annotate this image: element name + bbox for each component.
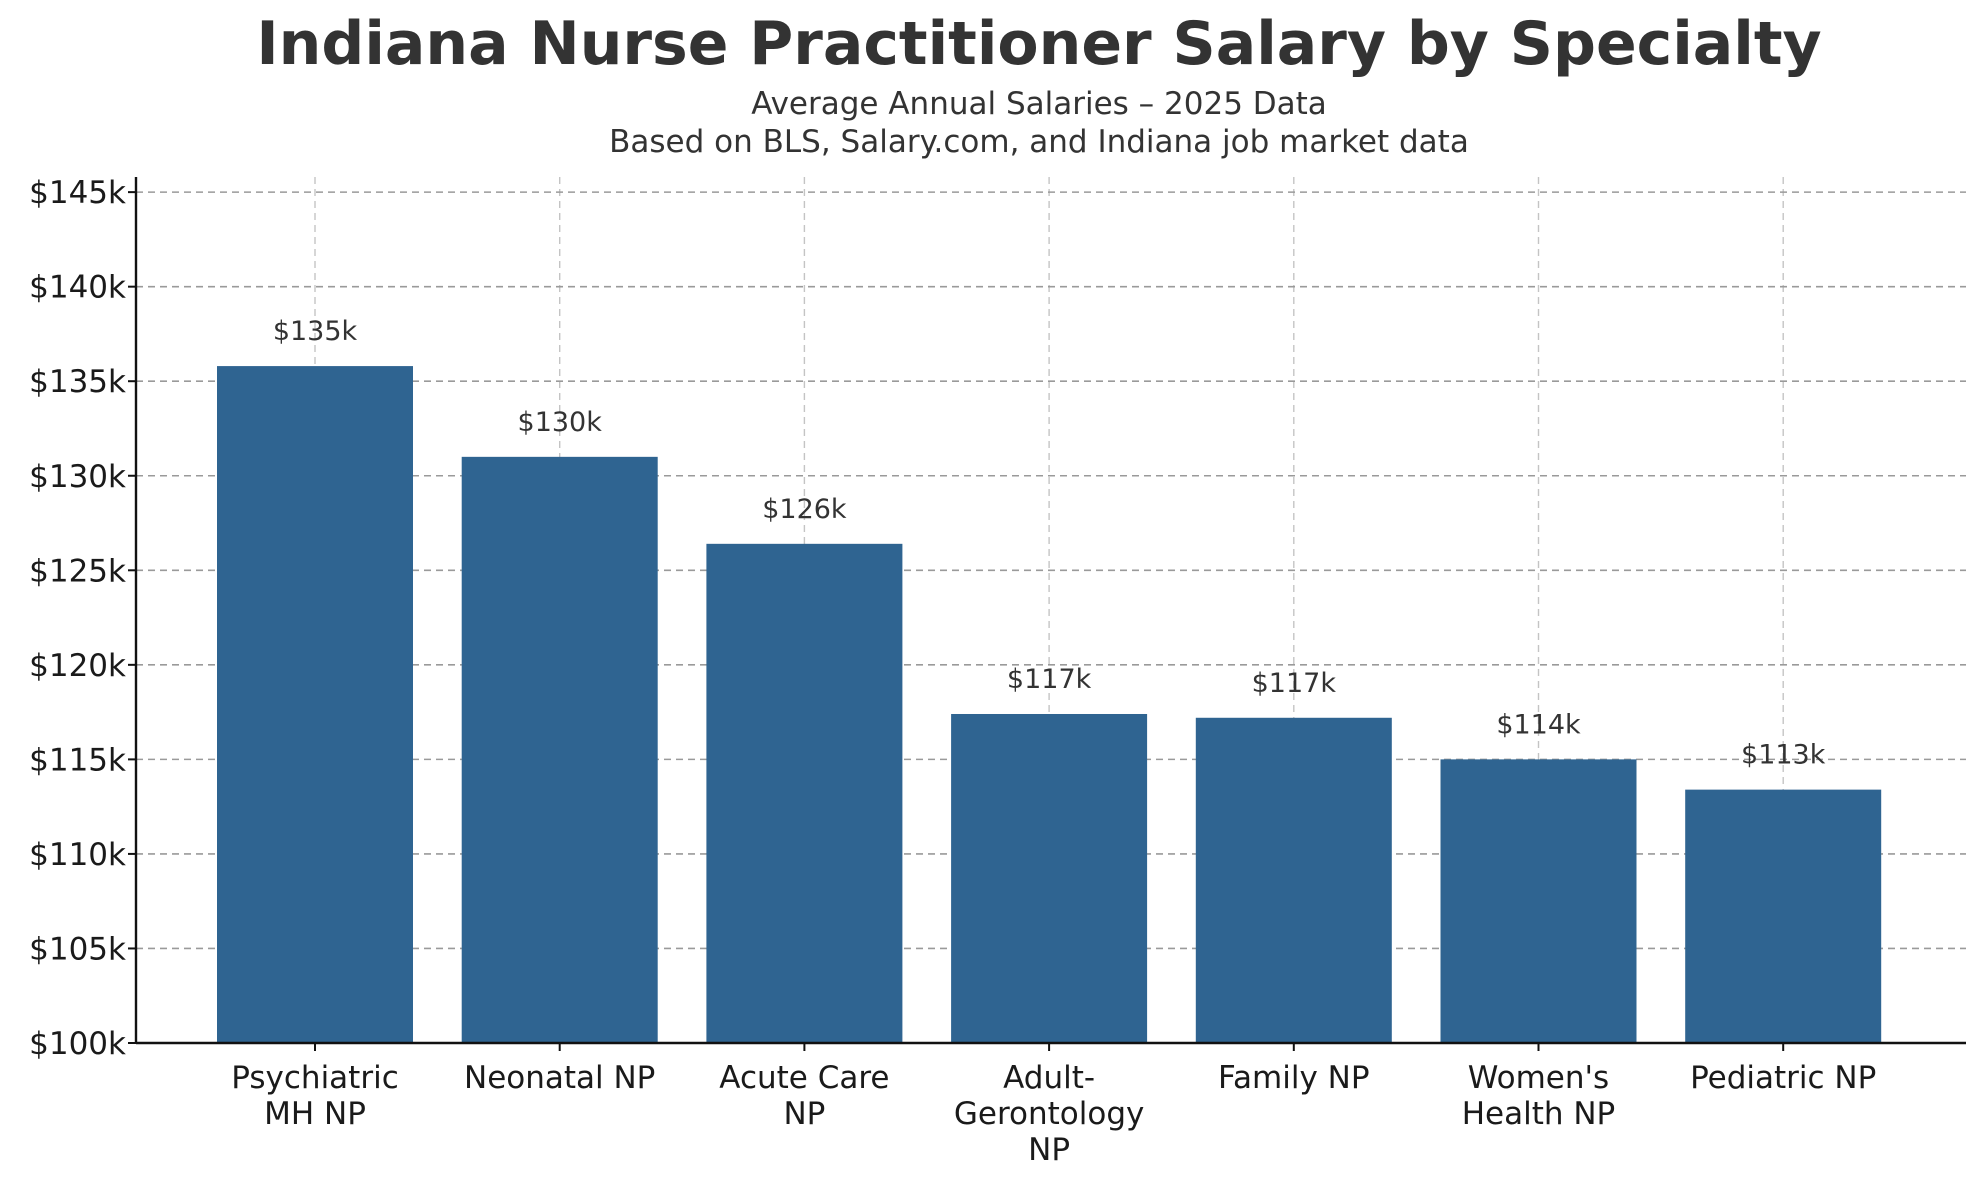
y-tick-label: $145k <box>29 175 126 211</box>
y-axis-ticks: $100k $105k $110k $115k $120k $125k $130k $135k… <box>29 175 136 1062</box>
x-category-label-line: NP <box>783 1096 825 1132</box>
bar <box>951 713 1148 1043</box>
x-category-label: Family NP <box>1218 1060 1370 1096</box>
y-tick-label: $100k <box>29 1026 126 1062</box>
data-labels: $135k $130k $126k $117k $117k $114k $113k <box>273 316 1826 771</box>
x-category-label-line: NP <box>1028 1132 1070 1168</box>
bar-value-label: $114k <box>1496 709 1581 740</box>
chart-subtitle-line-2: Based on BLS, Salary.com, and Indiana jo… <box>609 124 1469 160</box>
x-category-label-line: Pediatric NP <box>1690 1060 1876 1096</box>
x-category-label-line: Acute Care <box>719 1060 889 1096</box>
bar <box>1440 759 1637 1043</box>
bar <box>217 366 413 1043</box>
bar-value-label: $117k <box>1252 668 1337 699</box>
x-category-label-line: MH NP <box>264 1096 366 1132</box>
chart-subtitle-line-1: Average Annual Salaries – 2025 Data <box>751 86 1327 122</box>
x-category-label-line: Health NP <box>1462 1096 1616 1132</box>
y-tick-label: $110k <box>29 837 126 873</box>
bar <box>1195 717 1392 1043</box>
y-tick-label: $130k <box>29 459 126 495</box>
bar-value-label: $117k <box>1007 664 1092 695</box>
bar <box>706 543 903 1043</box>
axes <box>134 177 1966 1045</box>
x-category-label: Neonatal NP <box>464 1060 655 1096</box>
x-category-label: Acute Care NP <box>719 1060 889 1132</box>
bars <box>217 366 1882 1044</box>
x-category-label-line: Neonatal NP <box>464 1060 655 1096</box>
gridlines <box>136 177 1966 1044</box>
y-tick-label: $125k <box>29 553 126 589</box>
x-category-label-line: Psychiatric <box>231 1060 399 1096</box>
bar-value-label: $135k <box>273 316 358 347</box>
chart-title: Indiana Nurse Practitioner Salary by Spe… <box>256 9 1821 79</box>
bar <box>1685 789 1882 1043</box>
x-category-label-line: Family NP <box>1218 1060 1370 1096</box>
x-category-label-line: Adult- <box>1003 1060 1095 1096</box>
bar-value-label: $113k <box>1741 740 1826 771</box>
y-tick-label: $135k <box>29 364 126 400</box>
y-tick-label: $140k <box>29 270 126 306</box>
bar <box>461 456 658 1044</box>
x-category-label: Pediatric NP <box>1690 1060 1876 1096</box>
x-category-label-line: Gerontology <box>954 1096 1145 1132</box>
bar-value-label: $130k <box>518 407 603 438</box>
y-tick-label: $115k <box>29 742 126 778</box>
bar-value-label: $126k <box>762 494 847 525</box>
x-category-label: Women's Health NP <box>1462 1060 1616 1132</box>
x-category-label-line: Women's <box>1468 1060 1609 1096</box>
y-tick-label: $120k <box>29 648 126 684</box>
x-category-label: Psychiatric MH NP <box>231 1060 399 1132</box>
x-category-label: Adult-Gerontology NP <box>954 1060 1145 1168</box>
y-tick-label: $105k <box>29 931 126 967</box>
